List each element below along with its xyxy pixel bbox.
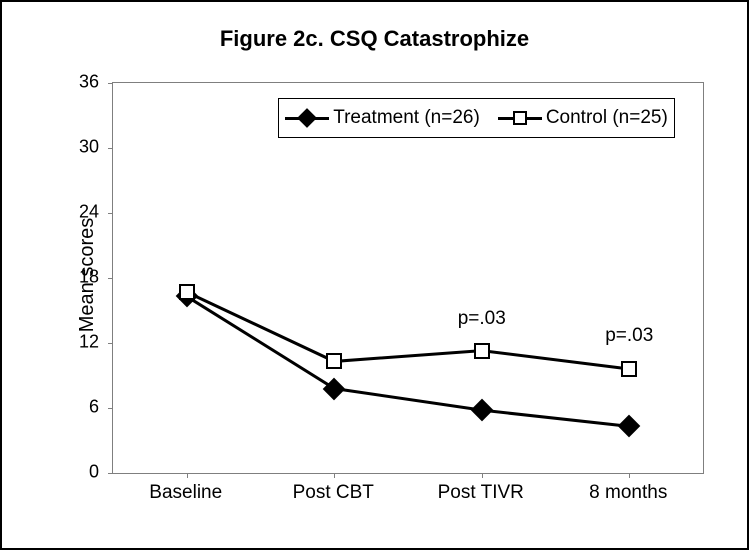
- y-tick-label: 12: [79, 332, 99, 353]
- y-tick: [108, 278, 113, 279]
- chart-lines: [113, 83, 703, 473]
- y-tick: [108, 213, 113, 214]
- x-tick-label: Post CBT: [293, 482, 374, 504]
- x-tick: [334, 473, 335, 478]
- y-tick: [108, 343, 113, 344]
- x-tick: [187, 473, 188, 478]
- x-tick-label: 8 months: [589, 482, 667, 504]
- y-tick-label: 36: [79, 72, 99, 93]
- chart-title: Figure 2c. CSQ Catastrophize: [2, 26, 747, 52]
- chart-frame: Figure 2c. CSQ Catastrophize Mean scores…: [0, 0, 749, 550]
- y-tick-label: 6: [89, 397, 99, 418]
- series-line-1: [187, 292, 630, 369]
- y-tick: [108, 473, 113, 474]
- y-tick: [108, 148, 113, 149]
- y-tick-label: 24: [79, 202, 99, 223]
- y-tick-label: 30: [79, 137, 99, 158]
- y-tick: [108, 83, 113, 84]
- x-tick-label: Post TIVR: [438, 482, 524, 504]
- x-tick: [482, 473, 483, 478]
- square-marker: [326, 353, 342, 369]
- square-marker: [474, 343, 490, 359]
- y-tick: [108, 408, 113, 409]
- y-tick-label: 18: [79, 267, 99, 288]
- y-tick-label: 0: [89, 462, 99, 483]
- x-tick: [629, 473, 630, 478]
- plot-area: Treatment (n=26) Control (n=25) p=.03p=.…: [112, 82, 704, 474]
- square-marker: [621, 361, 637, 377]
- p-value-annotation: p=.03: [605, 325, 653, 347]
- p-value-annotation: p=.03: [458, 308, 506, 330]
- square-marker: [179, 284, 195, 300]
- x-tick-label: Baseline: [149, 482, 222, 504]
